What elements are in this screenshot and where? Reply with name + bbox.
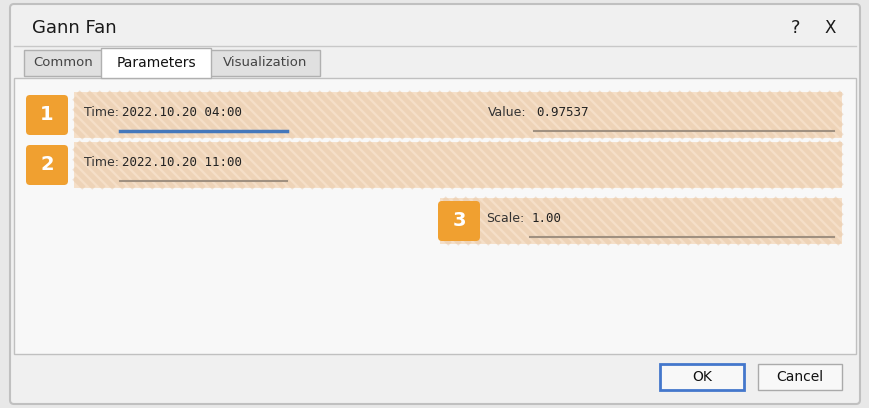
Bar (74, 142, 841, 188)
Bar (440, 198, 841, 244)
Text: Parameters: Parameters (116, 56, 196, 70)
Text: Time:: Time: (84, 155, 119, 169)
Bar (74, 92, 841, 138)
FancyBboxPatch shape (10, 4, 859, 404)
Text: OK: OK (691, 370, 711, 384)
Text: 2: 2 (40, 155, 54, 175)
Text: Common: Common (33, 56, 93, 69)
FancyBboxPatch shape (209, 50, 320, 76)
FancyBboxPatch shape (757, 364, 841, 390)
Text: X: X (823, 19, 835, 37)
Text: Scale:: Scale: (486, 211, 524, 224)
Text: 3: 3 (452, 211, 465, 231)
Text: Time:: Time: (84, 106, 119, 118)
FancyBboxPatch shape (26, 145, 68, 185)
Text: 1: 1 (40, 106, 54, 124)
Text: 0.97537: 0.97537 (535, 106, 587, 118)
Bar (14, 78, 855, 354)
FancyBboxPatch shape (660, 364, 743, 390)
Text: Value:: Value: (488, 106, 526, 118)
Text: 2022.10.20 04:00: 2022.10.20 04:00 (122, 106, 242, 118)
Text: Gann Fan: Gann Fan (32, 19, 116, 37)
FancyBboxPatch shape (101, 48, 211, 78)
Text: 2022.10.20 11:00: 2022.10.20 11:00 (122, 155, 242, 169)
Text: Visualization: Visualization (222, 56, 307, 69)
FancyBboxPatch shape (24, 50, 102, 76)
FancyBboxPatch shape (26, 95, 68, 135)
Text: ?: ? (790, 19, 799, 37)
Text: 1.00: 1.00 (531, 211, 561, 224)
Text: Cancel: Cancel (775, 370, 823, 384)
FancyBboxPatch shape (437, 201, 480, 241)
